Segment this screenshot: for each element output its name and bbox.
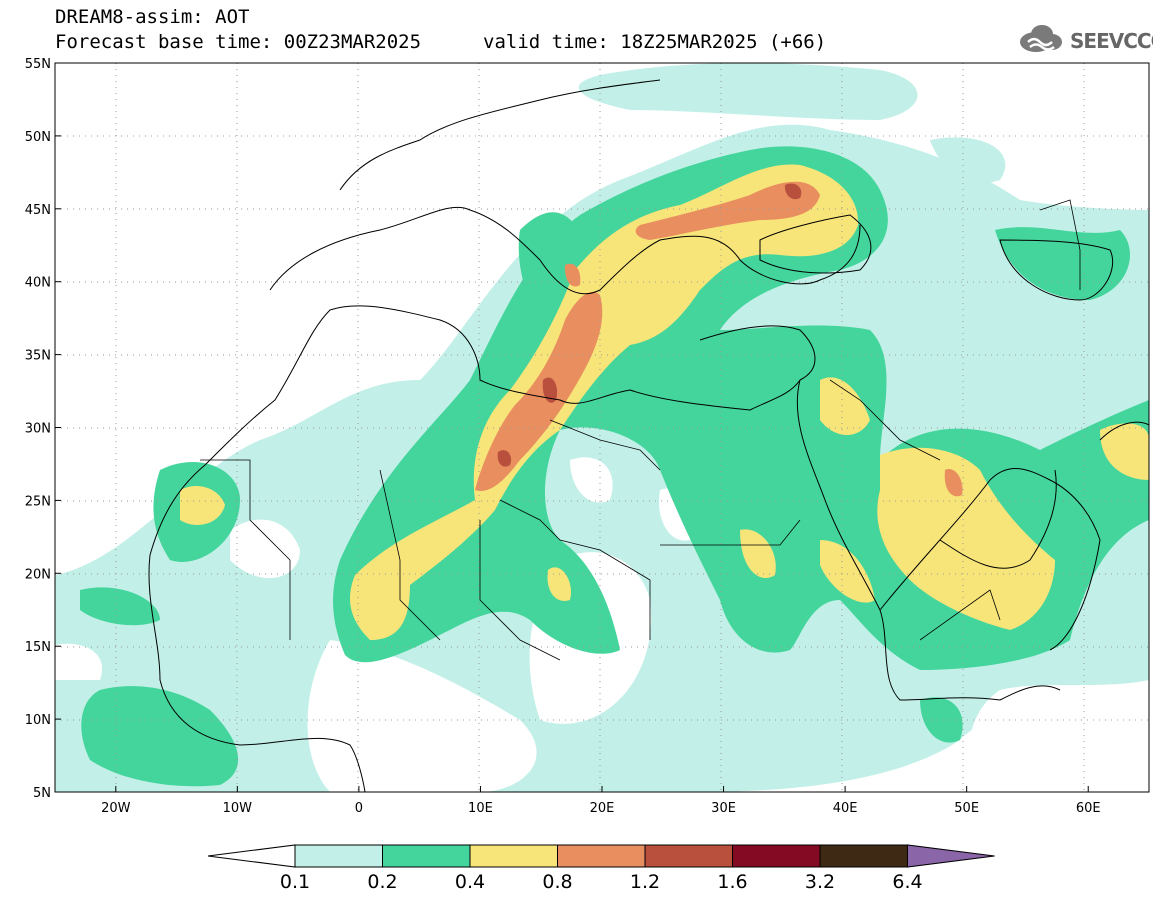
latitude-tick-labels: 5N 10N 15N 20N 25N 30N 35N 40N 45N 50N 55N bbox=[25, 57, 61, 801]
colorbar-label: 0.4 bbox=[455, 871, 485, 893]
colorbar-label: 0.2 bbox=[367, 871, 397, 893]
lat-tick-label: 5N bbox=[33, 786, 51, 801]
colorbar: 0.1 0.2 0.4 0.8 1.2 1.6 3.2 6.4 bbox=[207, 844, 995, 893]
product-title: DREAM8-assim: AOT bbox=[55, 6, 250, 28]
longitude-tick-labels: 20W 10W 0 10E 20E 30E 40E 50E 60E bbox=[101, 786, 1101, 816]
map-gridlines bbox=[55, 63, 1149, 792]
lon-tick-label: 20E bbox=[590, 801, 615, 816]
colorbar-below-arrow bbox=[207, 844, 296, 868]
colorbar-swatch bbox=[469, 844, 558, 868]
lon-tick-label: 10W bbox=[223, 801, 253, 816]
coastlines bbox=[148, 79, 1149, 792]
valid-time: valid time: 18Z25MAR2025 (+66) bbox=[483, 31, 827, 53]
colorbar-label: 0.1 bbox=[280, 871, 310, 893]
aot-level-0.4 bbox=[180, 164, 1149, 640]
lon-tick-label: 10E bbox=[468, 801, 493, 816]
lat-tick-label: 10N bbox=[25, 713, 51, 728]
lon-tick-label: 30E bbox=[711, 801, 736, 816]
aot-level-1.2 bbox=[497, 183, 802, 467]
lon-tick-label: 40E bbox=[833, 801, 858, 816]
colorbar-swatch bbox=[819, 844, 908, 868]
lat-tick-label: 40N bbox=[25, 276, 51, 291]
lon-tick-label: 20W bbox=[101, 801, 131, 816]
logo-text: SEEVCCC bbox=[1070, 29, 1153, 53]
colorbar-label: 0.8 bbox=[542, 871, 572, 893]
cloud-icon bbox=[1020, 25, 1062, 52]
colorbar-label: 1.2 bbox=[630, 871, 660, 893]
colorbar-label: 3.2 bbox=[805, 871, 835, 893]
lat-tick-label: 50N bbox=[25, 130, 51, 145]
forecast-base-time: Forecast base time: 00Z23MAR2025 bbox=[55, 31, 422, 53]
lat-tick-label: 15N bbox=[25, 640, 51, 655]
lon-tick-label: 60E bbox=[1076, 801, 1101, 816]
seevccc-logo: SEEVCCC bbox=[1020, 25, 1153, 53]
colorbar-swatch bbox=[382, 844, 471, 868]
lat-tick-label: 30N bbox=[25, 422, 51, 437]
colorbar-swatch bbox=[644, 844, 733, 868]
aot-level-0.8 bbox=[475, 181, 963, 497]
lon-tick-label: 50E bbox=[954, 801, 979, 816]
colorbar-above-arrow bbox=[907, 844, 995, 868]
colorbar-swatch bbox=[557, 844, 646, 868]
aot-field bbox=[55, 63, 1149, 792]
lon-tick-label: 0 bbox=[355, 801, 363, 816]
colorbar-label: 1.6 bbox=[717, 871, 747, 893]
lat-tick-label: 35N bbox=[25, 349, 51, 364]
colorbar-swatch bbox=[732, 844, 821, 868]
lat-tick-label: 25N bbox=[25, 494, 51, 509]
colorbar-label: 6.4 bbox=[892, 871, 922, 893]
country-borders bbox=[200, 199, 1081, 661]
lat-tick-label: 20N bbox=[25, 567, 51, 582]
lat-tick-label: 55N bbox=[25, 57, 51, 72]
colorbar-swatch bbox=[294, 844, 383, 868]
lat-tick-label: 45N bbox=[25, 203, 51, 218]
